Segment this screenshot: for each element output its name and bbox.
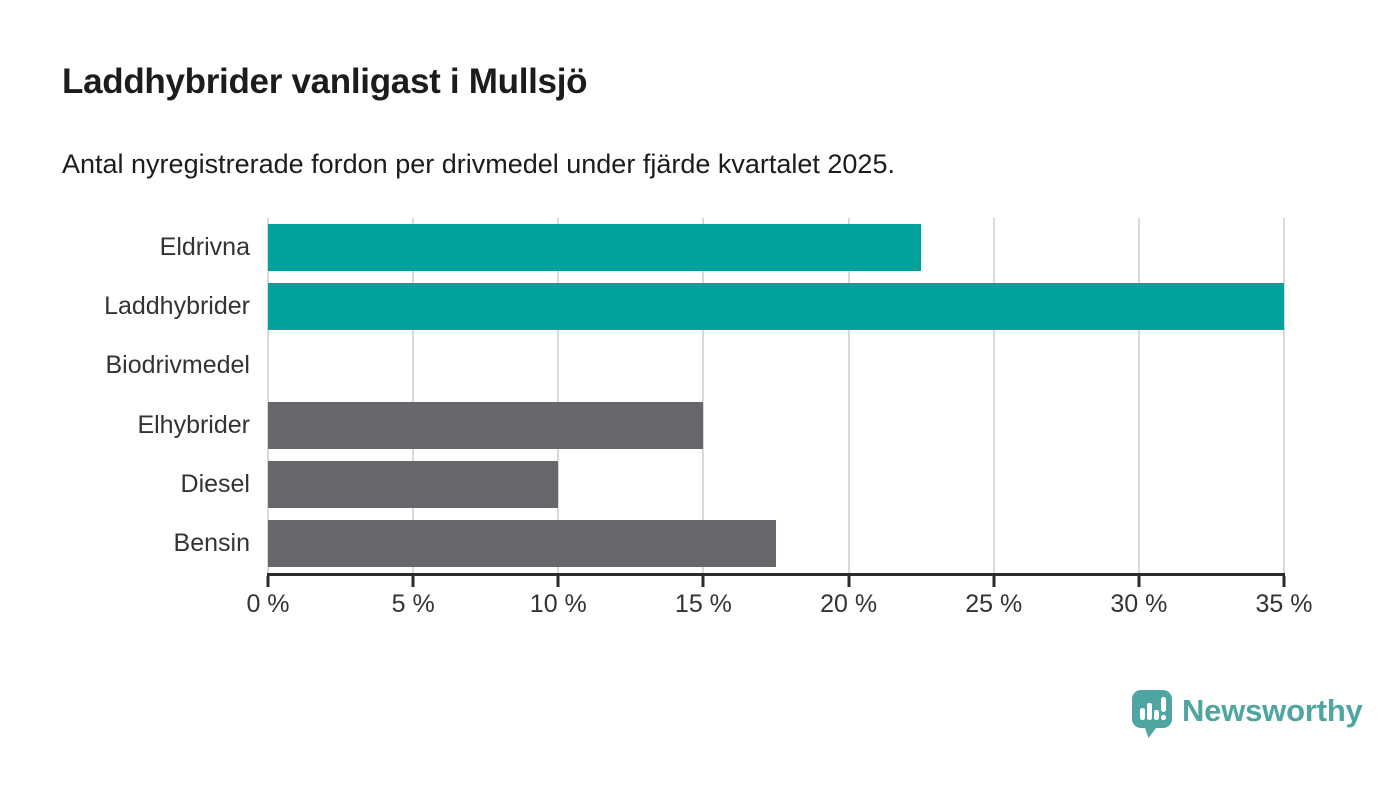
x-axis-tick-label: 35 % bbox=[1255, 590, 1313, 618]
x-axis-tick-label: 20 % bbox=[820, 590, 878, 618]
bar-laddhybrider bbox=[268, 283, 1284, 331]
gridline bbox=[557, 218, 560, 573]
x-axis-tick bbox=[847, 576, 851, 587]
gridline bbox=[1137, 218, 1140, 573]
chart-subtitle: Antal nyregistrerade fordon per drivmede… bbox=[62, 149, 895, 179]
bar-diesel bbox=[268, 460, 559, 508]
bar-eldrivna bbox=[268, 224, 922, 272]
x-axis-tick-label: 5 % bbox=[391, 590, 435, 618]
bar-elhybrider bbox=[268, 401, 704, 449]
plot-area: 0 % 5 % 10 % 15 % 20 % 25 % 30 % 35 % bbox=[246, 218, 1312, 618]
x-axis-tick-label: 15 % bbox=[674, 590, 732, 618]
gridline bbox=[992, 218, 995, 573]
category-label-elhybrider: Elhybrider bbox=[137, 410, 250, 439]
category-label-diesel: Diesel bbox=[180, 469, 250, 498]
gridline bbox=[702, 218, 705, 573]
x-axis-tick-label: 25 % bbox=[965, 590, 1023, 618]
newsworthy-logo-text: Newsworthy bbox=[1182, 693, 1363, 728]
category-label-laddhybrider: Laddhybrider bbox=[104, 292, 250, 321]
x-axis-tick bbox=[992, 576, 996, 587]
x-axis-tick-label: 30 % bbox=[1110, 590, 1168, 618]
bar-bensin bbox=[268, 519, 776, 567]
gridline bbox=[847, 218, 850, 573]
category-label-biodrivmedel: Biodrivmedel bbox=[105, 351, 250, 380]
category-label-eldrivna: Eldrivna bbox=[159, 233, 250, 262]
x-axis-tick bbox=[1137, 576, 1141, 587]
x-axis-tick-label: 0 % bbox=[246, 590, 290, 618]
gridline bbox=[412, 218, 415, 573]
x-axis-tick bbox=[556, 576, 560, 587]
x-axis-tick bbox=[266, 576, 270, 587]
newsworthy-logo: Newsworthy bbox=[1131, 689, 1363, 739]
x-axis-tick bbox=[411, 576, 415, 587]
x-axis-tick-label: 10 % bbox=[529, 590, 587, 618]
x-axis-line bbox=[267, 573, 1285, 576]
gridline bbox=[267, 218, 269, 573]
chart-title: Laddhybrider vanligast i Mullsjö bbox=[62, 62, 588, 101]
gridline bbox=[1283, 218, 1285, 573]
category-labels: Eldrivna Laddhybrider Biodrivmedel Elhybrid… bbox=[0, 218, 250, 573]
category-label-bensin: Bensin bbox=[173, 528, 250, 557]
x-axis-tick bbox=[1282, 576, 1286, 587]
newsworthy-logo-icon bbox=[1132, 690, 1172, 738]
x-axis-tick bbox=[701, 576, 705, 587]
